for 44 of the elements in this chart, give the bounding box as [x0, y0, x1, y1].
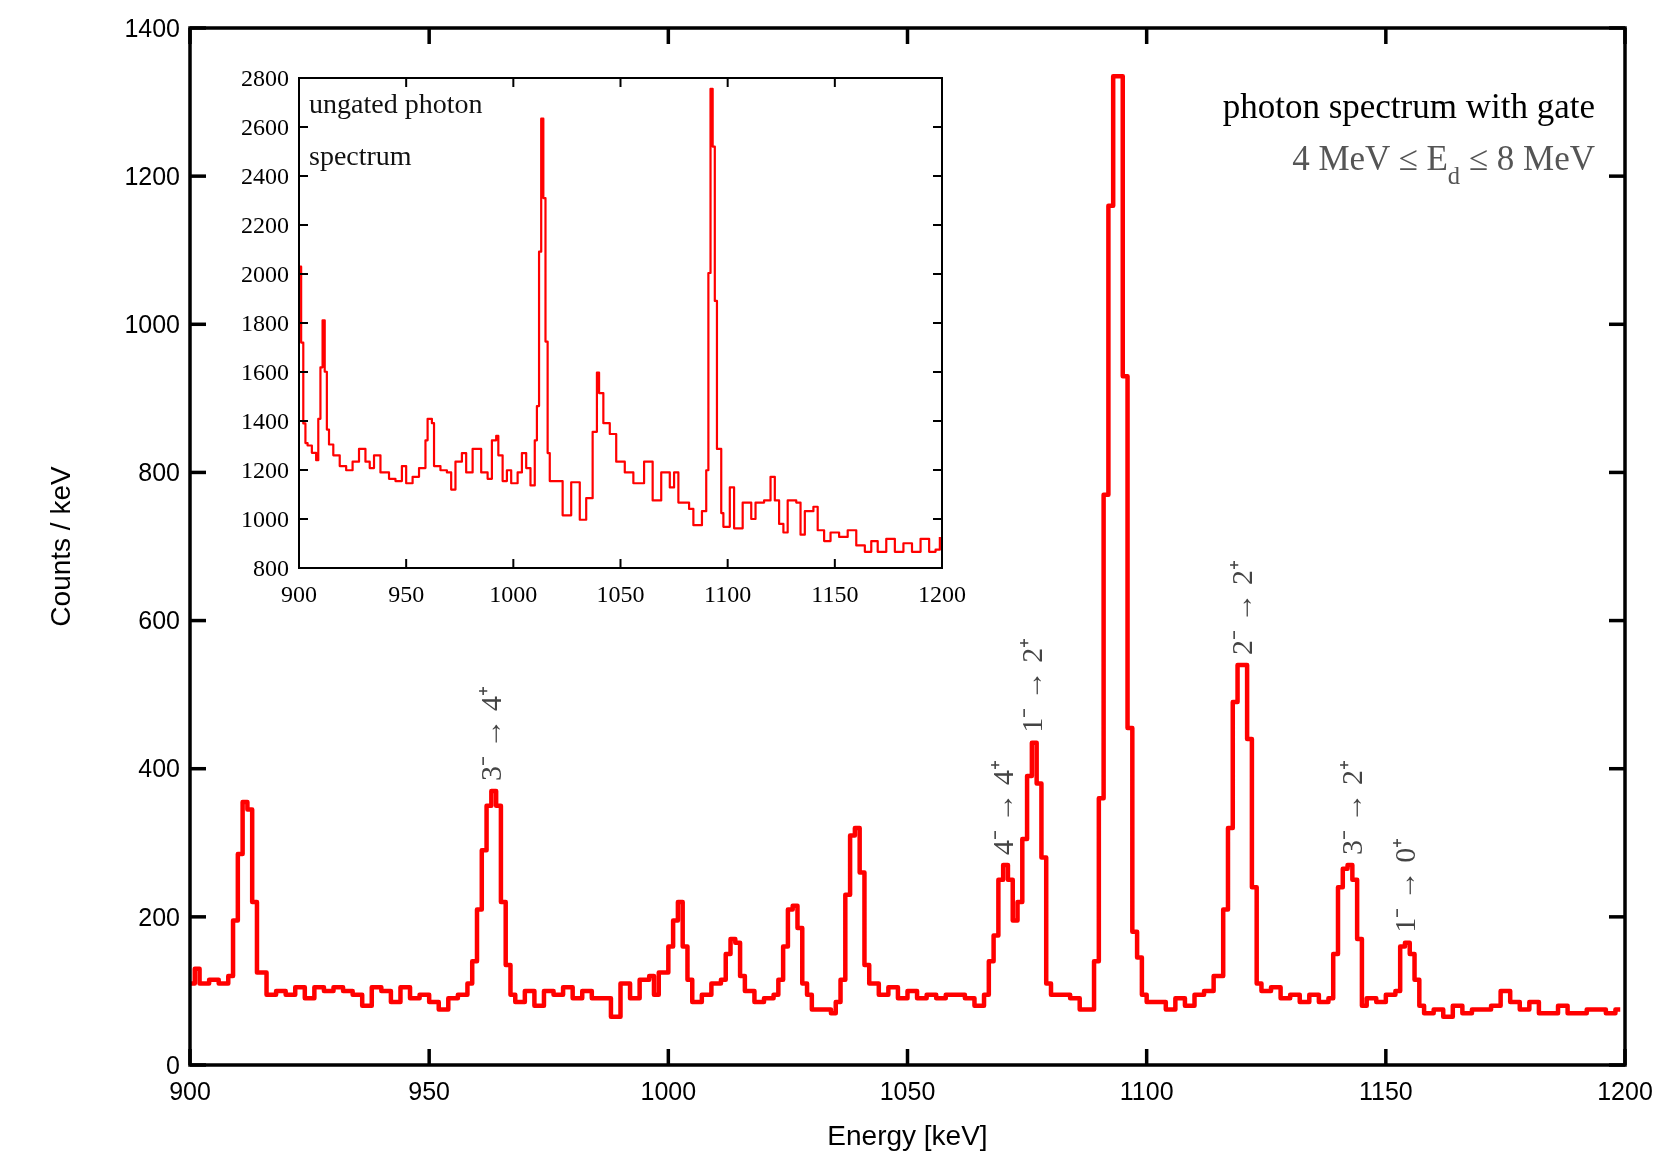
y-tick-label: 400	[138, 754, 180, 783]
y-tick-label: 2400	[241, 163, 289, 190]
y-tick-label: 600	[138, 606, 180, 635]
annotation: ungated photon spectrum	[309, 88, 483, 171]
x-tick-label: 1050	[596, 581, 645, 607]
x-tick-label: 900	[281, 581, 317, 607]
annotation: 4 MeV ≤ E$_{d}$ ≤ 8 MeV	[1292, 139, 1595, 189]
x-tick-label: 1000	[489, 581, 538, 607]
annotation: 1⁻ → 0⁺	[1387, 837, 1421, 933]
x-tick-label: 950	[388, 581, 425, 607]
x-axis-title: Energy [keV]	[827, 1120, 988, 1151]
annotation: photon spectrum with gate	[1222, 87, 1595, 126]
y-tick-label: 1000	[124, 310, 180, 339]
x-tick-label: 1100	[704, 581, 752, 607]
x-tick-label: 1050	[879, 1077, 936, 1105]
annotation: 2⁻ → 2⁺	[1225, 560, 1259, 656]
y-tick-label: 800	[138, 458, 180, 487]
annotation: 3⁻ → 2⁺	[1335, 760, 1369, 856]
y-tick-label: 1400	[241, 408, 289, 435]
y-tick-label: 800	[253, 555, 289, 582]
y-tick-label: 1800	[241, 310, 289, 337]
y-tick-label: 1200	[124, 161, 180, 190]
x-tick-label: 1150	[811, 581, 859, 607]
x-tick-label: 1200	[1597, 1077, 1653, 1105]
annotation: 3⁻ → 4⁺	[474, 685, 508, 781]
y-tick-label: 1200	[241, 457, 289, 484]
y-tick-label: 1000	[241, 506, 289, 533]
y-tick-label: 1600	[241, 359, 289, 386]
y-tick-label: 1400	[124, 13, 180, 42]
y-tick-label: 200	[138, 902, 180, 931]
y-tick-label: 2200	[241, 212, 289, 239]
x-tick-label: 950	[408, 1077, 451, 1105]
y-tick-label: 2000	[241, 261, 289, 288]
x-tick-label: 1150	[1358, 1077, 1413, 1105]
annotation: 1⁻ → 2⁺	[1014, 637, 1048, 733]
y-tick-label: 2800	[241, 65, 289, 92]
x-tick-label: 1200	[918, 581, 966, 607]
x-tick-label: 1100	[1119, 1077, 1174, 1105]
y-axis-title: Counts / keV	[45, 466, 76, 627]
y-tick-label: 2600	[241, 114, 289, 141]
y-tick-label: 0	[166, 1050, 180, 1079]
x-tick-label: 1000	[640, 1077, 697, 1105]
annotation: 4⁻ → 4⁺	[986, 760, 1020, 856]
x-tick-label: 900	[169, 1077, 211, 1105]
